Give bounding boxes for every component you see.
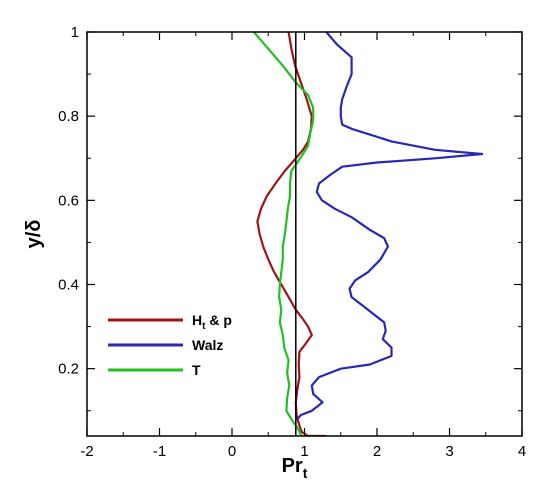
x-tick-label: 1	[300, 443, 308, 460]
x-axis-title-main: Pr	[282, 455, 303, 477]
x-tick-label: -2	[80, 443, 93, 460]
x-tick-label: 3	[445, 443, 453, 460]
y-tick-label: 0.4	[58, 277, 79, 294]
y-axis-ticks: 0.2 0.4 0.6 0.8 1	[58, 24, 522, 412]
plot-lines	[252, 32, 484, 436]
x-tick-label: 0	[228, 443, 236, 460]
y-tick-label: 0.8	[58, 108, 79, 125]
x-axis-title: Prt	[282, 455, 308, 481]
series-line-3	[252, 32, 315, 436]
y-axis-title: y/δ	[23, 220, 45, 249]
y-tick-label: 0.6	[58, 192, 79, 209]
x-tick-label: -1	[153, 443, 166, 460]
x-axis-ticks: -2 -1 0 1 2 3 4	[80, 32, 526, 460]
series-line-2	[296, 32, 484, 420]
legend-label-3: T	[192, 362, 201, 378]
legend-label-2: Walz	[192, 337, 223, 353]
x-tick-label: 2	[373, 443, 381, 460]
x-tick-label: 4	[518, 443, 526, 460]
y-tick-label: 0.2	[58, 361, 79, 378]
y-tick-label: 1	[71, 24, 79, 41]
series-line-1	[256, 32, 327, 436]
x-axis-title-subscript: t	[303, 465, 308, 481]
legend: Ht & p Walz T	[108, 312, 232, 378]
legend-label-1: Ht & p	[192, 312, 232, 332]
